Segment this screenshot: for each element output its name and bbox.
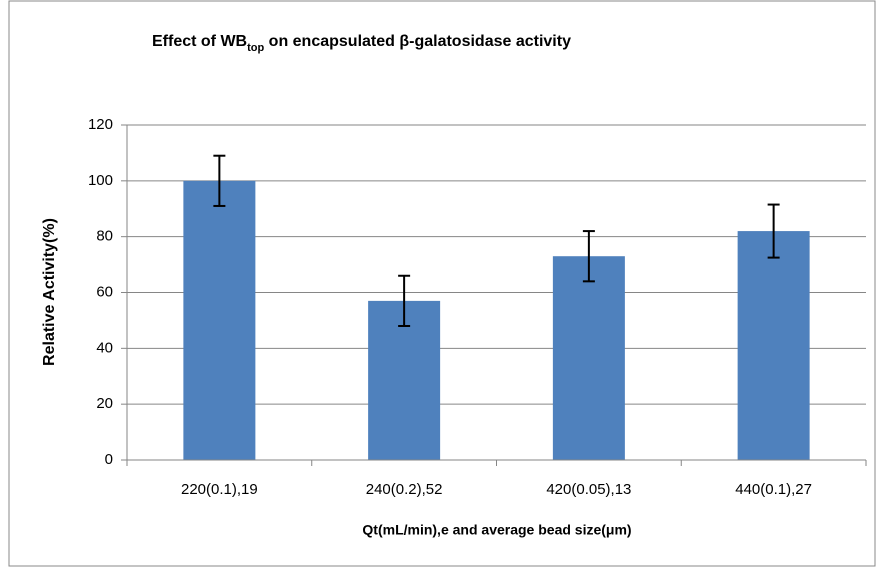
error-bar (767, 203, 780, 259)
x-tick-label: 420(0.05),13 (546, 481, 631, 498)
y-tick-label: 120 (88, 116, 113, 133)
error-bar (213, 154, 226, 207)
y-tick-label: 80 (96, 228, 113, 245)
y-tick-label: 0 (105, 451, 113, 468)
y-axis-label: Relative Activity(%) (41, 218, 58, 366)
x-axis-label: Qt(mL/min),e and average bead size(μm) (362, 522, 631, 538)
bar (552, 256, 625, 460)
title-subscript: top (247, 42, 264, 54)
x-tick-label: 220(0.1),19 (181, 481, 258, 498)
chart-title: Effect of WBtop on encapsulated β-galato… (152, 33, 571, 54)
bar (737, 231, 810, 460)
title-rest: on encapsulated β-galatosidase activity (264, 33, 571, 50)
bar (368, 300, 441, 460)
y-tick-label: 100 (88, 172, 113, 189)
y-tick-label: 20 (96, 395, 113, 412)
bar (183, 180, 256, 461)
x-tick-label: 240(0.2),52 (366, 481, 443, 498)
x-tick-label: 440(0.1),27 (735, 481, 812, 498)
y-tick-label: 40 (96, 339, 113, 356)
error-bar (398, 274, 411, 327)
chart-border (8, 0, 876, 567)
y-tick-label: 60 (96, 283, 113, 300)
error-bar (582, 230, 595, 283)
title-main: Effect of WB (152, 33, 247, 50)
